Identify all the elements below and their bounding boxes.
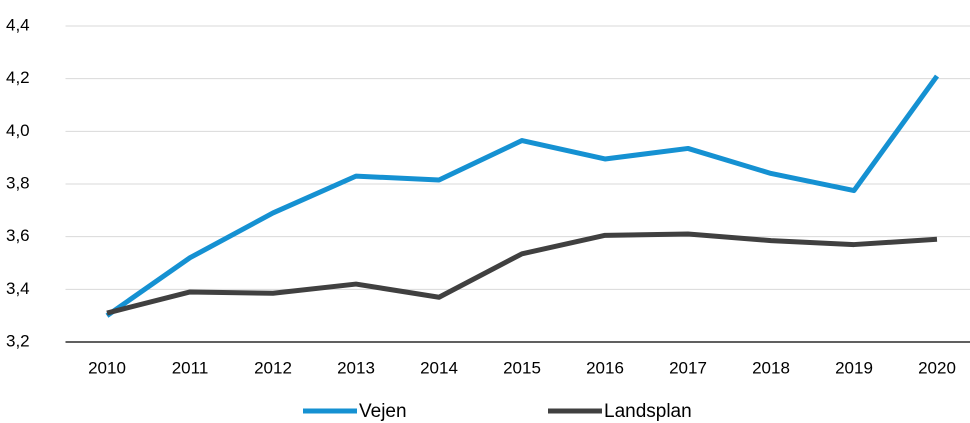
x-tick-label: 2020: [918, 358, 956, 377]
x-tick-label: 2016: [586, 358, 624, 377]
y-tick-label: 3,6: [6, 226, 30, 245]
x-tick-label: 2019: [835, 358, 873, 377]
x-tick-label: 2017: [669, 358, 707, 377]
legend-label: Vejen: [359, 401, 407, 422]
series-line: [106, 231, 938, 316]
legend-label: Landsplan: [604, 401, 692, 422]
y-tick-label: 4,2: [6, 68, 30, 87]
x-tick-label: 2018: [752, 358, 790, 377]
x-tick-label: 2010: [88, 358, 126, 377]
y-tick-label: 3,2: [6, 331, 30, 350]
x-tick-label: 2014: [420, 358, 458, 377]
x-tick-label: 2012: [254, 358, 292, 377]
y-tick-label: 3,4: [6, 279, 30, 298]
series-line: [105, 74, 940, 318]
y-tick-label: 3,8: [6, 173, 30, 192]
y-tick-label: 4,4: [6, 15, 30, 34]
x-tick-label: 2013: [337, 358, 375, 377]
x-tick-label: 2011: [172, 358, 209, 377]
y-tick-label: 4,0: [6, 121, 30, 140]
x-tick-label: 2015: [503, 358, 541, 377]
